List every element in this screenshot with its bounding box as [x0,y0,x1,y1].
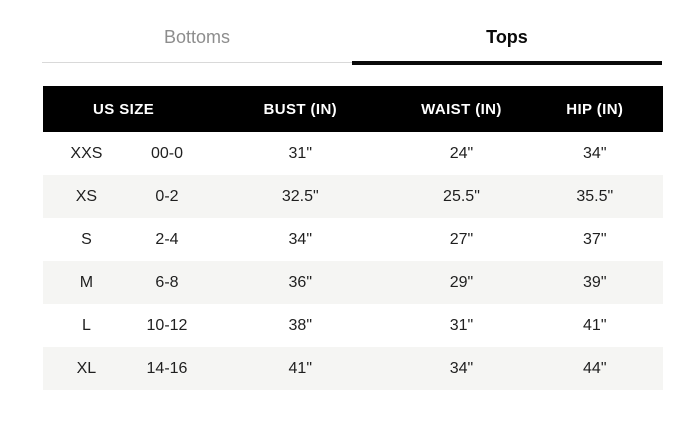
cell-size-label: L [81,316,91,334]
table-row: XS 0-2 32.5" 25.5" 35.5" [43,175,663,218]
cell-us-size: 6-8 [155,273,179,291]
cell-bust: 41" [288,359,313,377]
column-header-us-size: US SIZE [43,86,205,132]
tab-bar: Bottoms Tops [42,14,662,65]
cell-bust: 38" [288,316,313,334]
table-body: XXS 00-0 31" 24" 34" XS 0-2 32.5" 25.5" … [43,132,663,390]
cell-us-size: 2-4 [155,230,179,248]
cell-bust: 32.5" [281,187,319,205]
size-chart-table: US SIZE BUST (IN) WAIST (IN) HIP (IN) XX… [43,86,663,390]
cell-hip: 35.5" [576,187,614,205]
cell-hip: 37" [583,230,607,248]
column-header-waist: WAIST (IN) [396,86,527,132]
cell-hip: 34" [583,144,607,162]
cell-waist: 29" [449,273,474,291]
cell-hip: 39" [583,273,607,291]
cell-bust: 36" [288,273,313,291]
table-row: XL 14-16 41" 34" 44" [43,347,663,390]
header-row: US SIZE BUST (IN) WAIST (IN) HIP (IN) [43,86,663,132]
table-row: S 2-4 34" 27" 37" [43,218,663,261]
cell-waist: 27" [449,230,474,248]
cell-hip: 44" [583,359,607,377]
cell-size-label: XXS [70,144,103,162]
column-header-bust: BUST (IN) [204,86,397,132]
cell-waist: 24" [449,144,474,162]
cell-size-label: M [79,273,94,291]
cell-hip: 41" [583,316,607,334]
cell-size-label: XS [75,187,98,205]
cell-us-size: 14-16 [146,359,188,377]
tab-bottoms[interactable]: Bottoms [163,27,231,47]
table-row: M 6-8 36" 29" 39" [43,261,663,304]
cell-size-label: XL [76,359,97,377]
cell-waist: 34" [449,359,474,377]
cell-us-size: 0-2 [155,187,179,205]
column-header-hip: HIP (IN) [526,86,663,132]
cell-us-size: 00-0 [150,144,183,162]
table-row: L 10-12 38" 31" 41" [43,304,663,347]
cell-size-label: S [81,230,92,248]
size-guide-panel: Bottoms Tops US SIZE BUST (IN) WAIST (IN… [0,14,699,424]
cell-us-size: 10-12 [146,316,188,334]
table-header: US SIZE BUST (IN) WAIST (IN) HIP (IN) [43,86,663,132]
cell-waist: 25.5" [443,187,480,205]
cell-bust: 34" [288,230,313,248]
tab-tops[interactable]: Tops [352,14,662,65]
cell-waist: 31" [449,316,474,334]
cell-bust: 31" [288,144,313,162]
table-row: XXS 00-0 31" 24" 34" [43,132,663,175]
